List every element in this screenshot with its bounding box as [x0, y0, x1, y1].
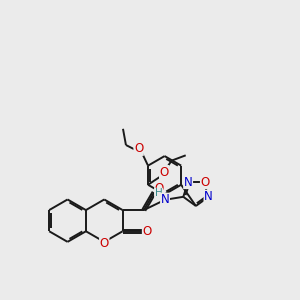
Text: N: N	[184, 176, 193, 188]
Text: N: N	[204, 190, 213, 203]
Text: O: O	[100, 237, 109, 250]
Text: O: O	[200, 176, 210, 188]
Text: O: O	[155, 182, 164, 195]
Text: O: O	[142, 225, 152, 238]
Text: O: O	[134, 142, 143, 155]
Text: H: H	[155, 188, 162, 198]
Text: O: O	[160, 166, 169, 178]
Text: N: N	[161, 193, 170, 206]
